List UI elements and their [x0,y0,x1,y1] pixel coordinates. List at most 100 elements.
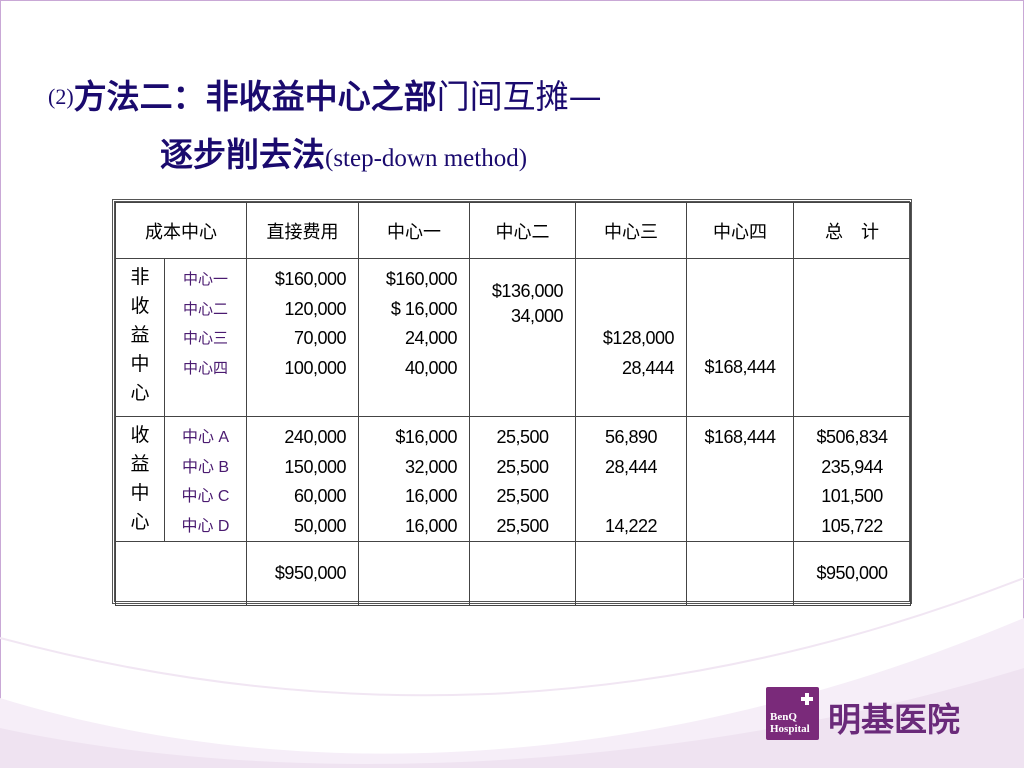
allocation-table: 成本中心 直接费用 中心一 中心二 中心三 中心四 总 计 非 收 益 中 心 … [115,202,911,606]
center-name: 中心 D [181,517,230,535]
header-total: 总 计 [793,202,911,259]
title-method-bold: 方法二：非收益中心之部 [73,77,437,116]
slide-title-line-2: 逐步削去法(step-down method) [160,128,527,176]
header-cost-center: 成本中心 [115,202,247,259]
center-name: 中心三 [182,329,228,347]
totals-label-cell [115,541,247,606]
totals-empty-center-4 [686,541,794,606]
cell-value: 235,944 [821,456,883,477]
title-stepdown-cn: 逐步削去法 [160,135,325,174]
nonrevenue-direct-cost: $160,000 120,000 70,000 100,000 [246,258,359,417]
logo-chinese-text: 明基医院 [828,700,960,739]
cell-value: 28,444 [621,357,675,378]
cell-value: $168,444 [704,427,776,447]
title-number: (2) [48,84,74,109]
table-header-row: 成本中心 直接费用 中心一 中心二 中心三 中心四 总 计 [115,202,911,259]
table-row-totals: $950,000 $950,000 [115,541,911,606]
revenue-direct-cost: 240,000 150,000 60,000 50,000 [246,416,359,542]
cell-value: $160,000 [385,269,458,289]
center-name: 中心二 [182,299,228,318]
group-label-char: 非 [130,266,150,288]
group-label-char: 收 [130,295,150,317]
medical-cross-icon [801,693,813,705]
cell-value [576,482,686,512]
cell-value: 14,222 [604,515,658,536]
nonrevenue-center-3: $128,000 28,444 [575,258,687,417]
cell-value: 25,500 [496,427,549,447]
group-label-char: 中 [130,353,150,375]
cell-value: 25,500 [496,515,549,536]
cell-value: $16,000 [395,427,457,447]
table-row-revenue: 收 益 中 心 中心 A 中心 B 中心 C 中心 D 240,000 150,… [115,416,911,542]
cell-value: 16,000 [404,486,458,506]
revenue-center-3: 56,890 28,444 14,222 [575,416,687,542]
allocation-table-container: 成本中心 直接费用 中心一 中心二 中心三 中心四 总 计 非 收 益 中 心 … [112,199,912,606]
group-label-char: 心 [130,511,150,533]
slide-title-line-1: (2)方法二：非收益中心之部门间互摊— [48,70,602,118]
group-label-char: 益 [130,453,150,475]
title-method-light: 门间互摊— [436,77,602,116]
cell-value: 34,000 [510,306,564,326]
cell-value: 24,000 [404,328,458,348]
title-stepdown-en: (step-down method) [325,145,528,172]
group-label-nonrevenue: 非 收 益 中 心 [115,258,165,417]
totals-empty-center-2 [469,541,576,606]
group-label-revenue: 收 益 中 心 [115,416,165,542]
logo-en-line-1: BenQ [770,711,797,723]
group-label-char: 心 [130,382,150,404]
group-label-char: 收 [130,424,150,446]
revenue-center-2: 25,500 25,500 25,500 25,500 [469,416,576,542]
benq-hospital-logo: BenQ Hospital 明基医院 [766,687,1006,743]
center-name: 中心四 [182,358,228,377]
cell-value: $160,000 [274,269,347,289]
nonrevenue-center-4: $168,444 [686,258,794,417]
nonrevenue-center-2: $136,000 34,000 [469,258,576,417]
cell-value: $128,000 [602,328,675,348]
revenue-center-4: $168,444 [686,416,794,542]
group-label-char: 益 [130,324,150,346]
cell-value: 32,000 [404,456,458,477]
cell-value: 120,000 [284,298,346,319]
cell-value: 105,722 [821,515,883,536]
center-name: 中心 C [181,488,230,505]
table-row-nonrevenue: 非 收 益 中 心 中心一 中心二 中心三 中心四 $160,000 120,0… [115,258,911,417]
cell-value: $136,000 [491,281,564,301]
header-center-4: 中心四 [686,202,794,259]
header-center-3: 中心三 [575,202,687,259]
center-name: 中心 B [181,458,230,476]
cell-value: 60,000 [293,486,347,506]
nonrevenue-total [793,258,911,417]
header-center-2: 中心二 [469,202,576,259]
nonrevenue-center-1: $160,000 $ 16,000 24,000 40,000 [358,258,470,417]
cell-value: 28,444 [604,456,658,477]
cell-value: $506,834 [816,427,888,447]
totals-empty-center-3 [575,541,687,606]
revenue-total: $506,834 235,944 101,500 105,722 [793,416,911,542]
cell-value: 101,500 [821,486,883,506]
logo-en-line-2: Hospital [770,723,810,735]
header-direct-cost: 直接费用 [246,202,359,259]
cell-value: $168,444 [704,357,776,377]
nonrevenue-center-names: 中心一 中心二 中心三 中心四 [164,258,247,417]
header-center-1: 中心一 [358,202,470,259]
cell-value: 16,000 [404,515,458,536]
logo-emblem: BenQ Hospital [766,687,819,740]
grand-total-direct: $950,000 [246,541,359,606]
revenue-center-1: $16,000 32,000 16,000 16,000 [358,416,470,542]
cell-value: $ 16,000 [390,298,458,319]
cell-value: 100,000 [284,357,346,378]
cell-value: 56,890 [604,427,658,447]
cell-value: 50,000 [293,515,347,536]
center-name: 中心一 [182,270,228,288]
cell-value: 150,000 [284,456,346,477]
totals-empty-center-1 [358,541,470,606]
grand-total-sum: $950,000 [793,541,911,606]
cell-value: 240,000 [284,427,346,447]
center-name: 中心 A [181,429,230,446]
logo-english-text: BenQ Hospital [770,711,820,735]
cell-value: 40,000 [404,357,458,378]
cell-value: 70,000 [293,328,347,348]
revenue-center-names: 中心 A 中心 B 中心 C 中心 D [164,416,247,542]
group-label-char: 中 [130,482,150,504]
cell-value: 25,500 [496,456,549,477]
